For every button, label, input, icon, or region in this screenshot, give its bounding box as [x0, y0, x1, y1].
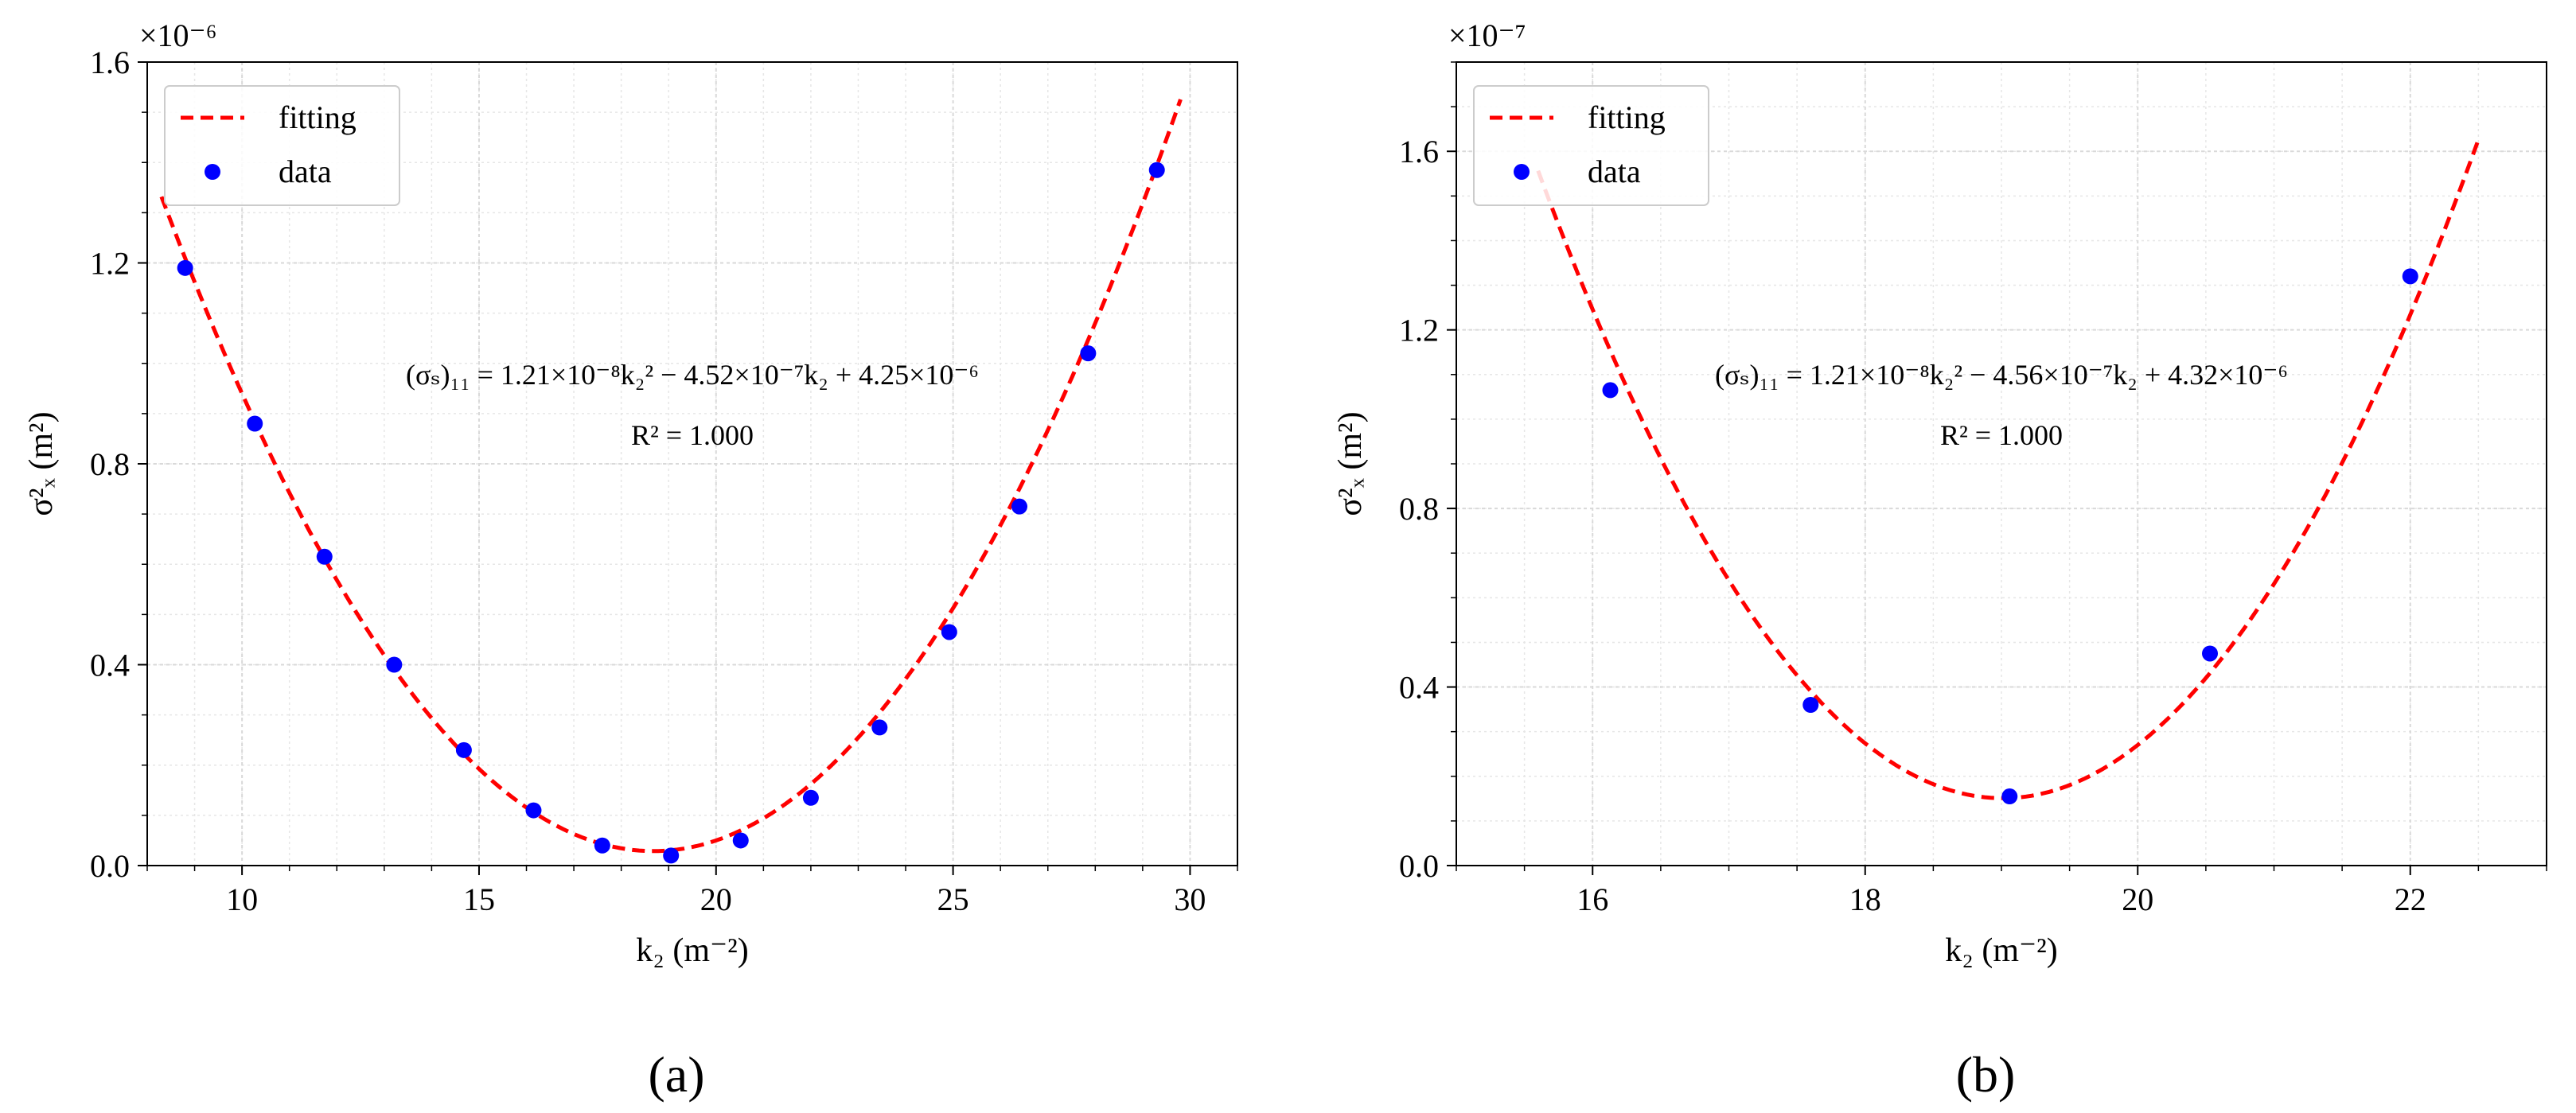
y-tick-label: 1.6	[90, 45, 130, 80]
data-point	[386, 656, 403, 673]
equation-b: (σₛ)₁₁ = 1.21×10⁻⁸k₂² − 4.56×10⁻⁷k₂ + 4.…	[1715, 359, 2288, 391]
data-point	[2202, 645, 2219, 662]
x-tick-label: 20	[2122, 881, 2153, 917]
x-axis-label-a: k₂ (m⁻²)	[636, 932, 749, 969]
legend-fitting-label-a: fitting	[279, 99, 357, 135]
y-tick-label: 1.6	[1399, 134, 1439, 169]
y-scale-label-b: ×10⁻⁷	[1448, 18, 1526, 53]
x-tick-label: 16	[1576, 881, 1608, 917]
x-tick-label: 22	[2395, 881, 2426, 917]
x-tick-label: 25	[937, 881, 969, 917]
equation-a: (σₛ)₁₁ = 1.21×10⁻⁸k₂² − 4.52×10⁻⁷k₂ + 4.…	[406, 359, 979, 391]
y-scale-label-a: ×10⁻⁶	[139, 18, 217, 53]
y-tick-label: 0.0	[90, 848, 130, 884]
y-tick-label: 1.2	[90, 246, 130, 282]
legend-a: fitting data	[164, 85, 400, 206]
data-point	[525, 802, 542, 819]
panel-b: 16 18 20 22 0.0 0.4 0.8 1.2 1.6 k₂ (m⁻²) σ²ₓ (m²…	[1332, 18, 2547, 1103]
fit-curve	[159, 99, 1183, 854]
x-tick-label: 20	[700, 881, 732, 917]
x-axis-label-b: k₂ (m⁻²)	[1945, 932, 2058, 969]
panel-label-a: (a)	[648, 1046, 704, 1103]
data-point	[247, 415, 263, 432]
y-tick-label: 0.8	[1399, 491, 1439, 527]
x-tick-label: 15	[463, 881, 495, 917]
legend-b: fitting data	[1473, 85, 1709, 206]
data-point	[1802, 697, 1819, 713]
data-point	[316, 548, 333, 565]
legend-data-label-a: data	[279, 154, 332, 189]
data-point	[1080, 345, 1097, 362]
data-point	[2001, 788, 2018, 805]
legend-data-marker-b	[1514, 164, 1530, 180]
data-point	[802, 789, 819, 806]
panel-a: 10 15 20 25 30 0.0 0.4 0.8 1.2 1.6 k₂ (m⁻²) σ²ₓ (…	[23, 18, 1238, 1103]
legend-fitting-label-b: fitting	[1588, 99, 1666, 135]
y-tick-label: 0.4	[1399, 670, 1439, 706]
data-point	[1602, 382, 1619, 399]
data-point	[732, 832, 749, 849]
x-tick-label: 30	[1174, 881, 1206, 917]
data-point	[177, 259, 193, 276]
data-point	[1011, 498, 1027, 515]
x-tick-label: 10	[226, 881, 258, 917]
legend-data-marker-a	[205, 164, 220, 180]
data-point	[941, 624, 957, 640]
legend-data-label-b: data	[1588, 154, 1641, 189]
data-point	[2402, 268, 2418, 285]
data-point	[663, 847, 680, 864]
y-axis-label-b: σ²ₓ (m²)	[1332, 411, 1369, 516]
r-squared-b: R² = 1.000	[1940, 419, 2063, 451]
data-point	[1148, 162, 1165, 178]
r-squared-a: R² = 1.000	[631, 419, 754, 451]
fit-curve	[1536, 138, 2481, 800]
data-point	[594, 837, 610, 854]
y-axis-label-a: σ²ₓ (m²)	[23, 411, 60, 516]
panel-label-b: (b)	[1956, 1046, 2016, 1103]
y-tick-label: 0.0	[1399, 848, 1439, 884]
y-tick-label: 1.2	[1399, 313, 1439, 348]
data-point	[871, 719, 888, 736]
y-tick-label: 0.8	[90, 446, 130, 482]
x-tick-label: 18	[1849, 881, 1881, 917]
y-tick-label: 0.4	[90, 648, 130, 683]
data-point	[455, 741, 472, 758]
